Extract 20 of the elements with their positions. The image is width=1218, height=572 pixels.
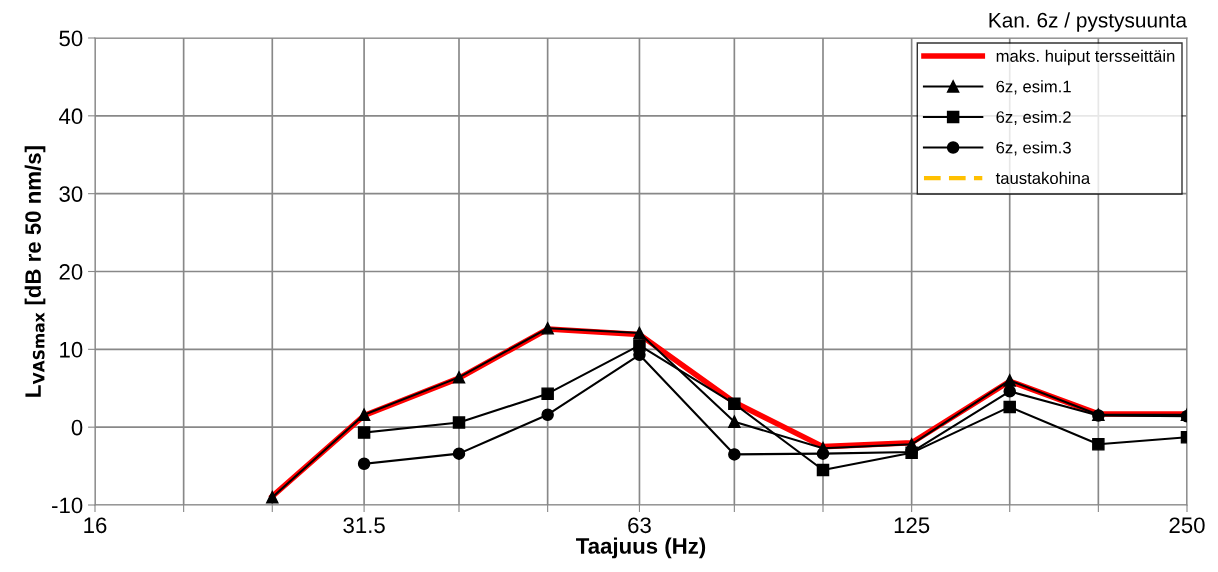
x-axis-title: Taajuus (Hz) [576,537,706,559]
x-tick-label: 250 [1169,517,1205,534]
y-tick-label: 40 [58,108,83,125]
y-tick-label: 20 [59,264,83,280]
x-tick-label: 63 [628,517,651,534]
y-axis-title: L$_{VASmax}$ [dB re 50 nm/s] [24,146,46,397]
y-tick-label: 0 [71,419,83,436]
y-tick-label: -10 [52,497,83,514]
y-tick-label: 10 [60,341,83,358]
x-tick-label: 16 [84,517,107,534]
legend-label: 6z, esim.2 [996,110,1071,125]
legend-label: taustakohina [995,171,1091,185]
legend-label: maks. huiput tersseittäin [996,49,1175,66]
legend-label: 6z, esim.1 [996,80,1071,95]
y-tick-label: 50 [59,30,83,47]
x-tick-label: 31.5 [343,517,385,534]
x-tick-label: 125 [894,517,930,534]
y-tick-label: 30 [59,186,83,202]
legend-label: 6z, esim.3 [996,141,1071,156]
chart-title: Kan. 6z / pystysuunta [989,12,1188,32]
